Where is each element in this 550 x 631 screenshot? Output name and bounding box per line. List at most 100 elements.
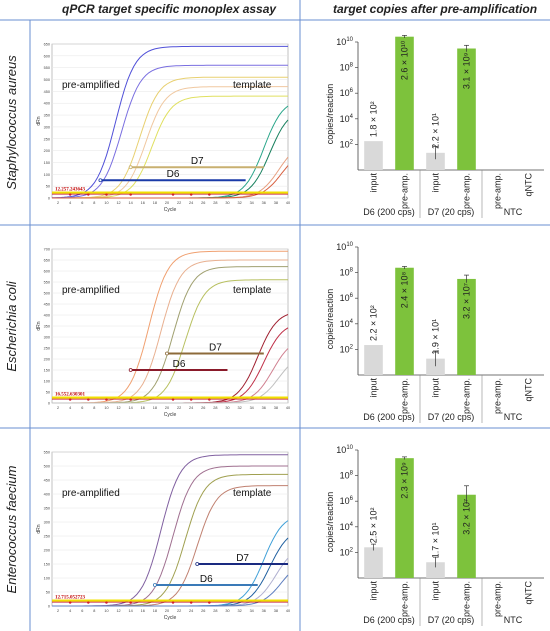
bar-category-label: input — [431, 581, 441, 601]
threshold-marker — [189, 193, 193, 196]
bar-category-label: pre-amp. — [400, 378, 410, 414]
organism-label: Enterococcus faecium — [4, 465, 19, 593]
bar-value-label: 2.5 × 10² — [369, 508, 379, 544]
threshold-marker — [129, 193, 132, 196]
group-label: NTC — [504, 412, 523, 422]
amp-y-tick-label: 700 — [44, 248, 50, 252]
amp-x-tick-label: 20 — [165, 201, 169, 205]
group-label: D6 (200 cps) — [363, 615, 415, 625]
threshold-marker — [208, 193, 211, 196]
amp-x-tick-label: 18 — [153, 201, 157, 205]
d6-shift-start — [152, 583, 157, 587]
d7-curve-label: D7 — [236, 553, 249, 564]
bar-value-label: 2.6 × 10¹⁰ — [400, 40, 410, 80]
bar-y-tick-label: 104 — [340, 114, 354, 124]
amp-x-tick-label: 10 — [104, 201, 108, 205]
bar — [457, 494, 476, 578]
threshold-marker — [208, 601, 211, 604]
d7-shift-start — [195, 562, 200, 566]
bar-category-label: qNTC — [524, 378, 534, 402]
group-label: D7 (20 cps) — [428, 412, 475, 422]
amp-x-tick-label: 8 — [93, 201, 95, 205]
amp-x-tick-label: 14 — [129, 609, 133, 613]
group-label: D7 (20 cps) — [428, 207, 475, 217]
bar-value-label: 1.7 × 10¹ — [431, 522, 441, 558]
amp-x-tick-label: 28 — [213, 201, 217, 205]
bar — [426, 562, 445, 578]
amp-x-tick-label: 16 — [141, 406, 145, 410]
amp-y-tick-label: 0 — [48, 605, 50, 609]
amp-x-tick-label: 8 — [93, 406, 95, 410]
amp-x-axis-label: Cycle — [164, 412, 177, 418]
amp-x-tick-label: 40 — [286, 609, 290, 613]
group-label: D7 (20 cps) — [428, 615, 475, 625]
amp-y-tick-label: 650 — [44, 43, 50, 47]
bar — [426, 358, 445, 375]
amp-x-tick-label: 6 — [81, 609, 83, 613]
amp-x-tick-label: 6 — [81, 201, 83, 205]
bar-y-tick-label: 106 — [340, 88, 354, 98]
amp-x-tick-label: 12 — [116, 609, 120, 613]
bar-category-label: input — [431, 378, 441, 398]
threshold-marker — [68, 398, 72, 401]
bar-category-label: pre-amp. — [462, 581, 472, 617]
bar — [395, 36, 414, 170]
amp-x-tick-label: 20 — [165, 609, 169, 613]
amp-y-tick-label: 50 — [46, 591, 50, 595]
d7-curve-label: D7 — [209, 343, 222, 354]
amp-x-tick-label: 24 — [189, 406, 193, 410]
amp-x-tick-label: 36 — [262, 609, 266, 613]
threshold-marker — [105, 601, 108, 604]
bar-category-label: pre-amp. — [462, 173, 472, 209]
organism-label: Escherichia coli — [4, 280, 19, 371]
amp-y-tick-label: 500 — [44, 78, 50, 82]
amp-x-tick-label: 32 — [237, 201, 241, 205]
amp-x-tick-label: 2 — [57, 201, 59, 205]
amp-x-tick-label: 26 — [201, 201, 205, 205]
group-label: NTC — [504, 615, 523, 625]
threshold-marker — [87, 193, 90, 196]
template-label: template — [233, 285, 272, 296]
amp-x-tick-label: 10 — [104, 609, 108, 613]
threshold-marker — [171, 601, 175, 604]
amp-y-tick-label: 350 — [44, 114, 50, 118]
amp-x-tick-label: 8 — [93, 609, 95, 613]
bar-value-label: 2.2 × 10² — [369, 305, 379, 341]
template-label: template — [233, 80, 272, 91]
amp-y-tick-label: 150 — [44, 369, 50, 373]
bar-y-axis-label: copies/reaction — [325, 84, 335, 145]
amp-y-tick-label: 550 — [44, 451, 50, 455]
amp-x-axis-label: Cycle — [164, 615, 177, 621]
bar-category-label: input — [369, 173, 379, 193]
threshold-marker — [129, 601, 132, 604]
threshold-marker — [68, 193, 72, 196]
pre-amplified-label: pre-amplified — [62, 285, 120, 296]
d6-curve-label: D6 — [167, 169, 180, 180]
amp-y-tick-label: 100 — [44, 380, 50, 384]
amp-x-tick-label: 14 — [129, 201, 133, 205]
bar-y-tick-label: 106 — [340, 496, 354, 506]
amp-x-tick-label: 4 — [69, 609, 71, 613]
amp-y-tick-label: 400 — [44, 102, 50, 106]
bar-plot-area — [358, 247, 544, 375]
amp-x-tick-label: 30 — [225, 201, 229, 205]
amp-x-tick-label: 38 — [274, 609, 278, 613]
group-label: NTC — [504, 207, 523, 217]
amp-y-tick-label: 350 — [44, 507, 50, 511]
amp-x-tick-label: 38 — [274, 201, 278, 205]
amp-x-tick-label: 34 — [250, 201, 254, 205]
amp-x-tick-label: 28 — [213, 406, 217, 410]
pre-amplified-label: pre-amplified — [62, 80, 120, 91]
amp-y-tick-label: 0 — [48, 197, 50, 201]
amp-x-tick-label: 28 — [213, 609, 217, 613]
amp-x-tick-label: 32 — [237, 609, 241, 613]
bar — [395, 267, 414, 375]
d7-shift-start — [165, 351, 169, 356]
bar-y-tick-label: 102 — [340, 344, 354, 354]
amp-x-tick-label: 2 — [57, 609, 59, 613]
bar-y-tick-label: 102 — [340, 139, 354, 149]
threshold-marker — [129, 398, 132, 401]
amp-x-tick-label: 6 — [81, 406, 83, 410]
amp-x-tick-label: 22 — [177, 201, 181, 205]
